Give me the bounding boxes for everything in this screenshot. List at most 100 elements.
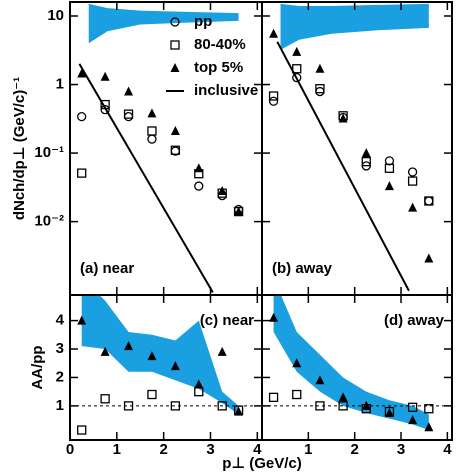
- band: [273, 295, 429, 431]
- legend-label: inclusive: [194, 82, 258, 99]
- point: [147, 351, 157, 361]
- point: [424, 196, 434, 206]
- point: [217, 401, 227, 411]
- y-axis-label: dNch/dp⊥ (GeV/c)⁻¹: [11, 77, 28, 220]
- legend-label: top 5%: [194, 59, 243, 76]
- point: [315, 63, 325, 73]
- x-tick-label: 0: [66, 441, 74, 458]
- point: [384, 181, 394, 191]
- point: [408, 202, 418, 212]
- point: [124, 341, 134, 351]
- point: [77, 168, 87, 178]
- y-tick-label: 2: [56, 368, 64, 385]
- panel-label: (c) near: [200, 312, 254, 329]
- point: [424, 253, 434, 263]
- point: [217, 185, 227, 195]
- point: [147, 126, 157, 136]
- point: [77, 68, 87, 78]
- y-tick-label: 3: [56, 340, 64, 357]
- y-axis-label: AA/pp: [29, 345, 46, 389]
- point: [315, 375, 325, 385]
- point: [123, 401, 134, 411]
- point: [234, 206, 244, 216]
- point: [268, 91, 279, 101]
- point: [424, 422, 434, 432]
- point: [77, 111, 87, 122]
- plot-area: [70, 295, 262, 415]
- point: [170, 361, 180, 371]
- band: [81, 295, 239, 415]
- point: [217, 346, 227, 356]
- y-tick-label: 10: [47, 7, 64, 24]
- point: [384, 407, 394, 417]
- point: [338, 392, 348, 402]
- point: [424, 404, 434, 414]
- point: [407, 402, 418, 412]
- line: [276, 41, 410, 292]
- point: [100, 346, 110, 356]
- point: [315, 86, 325, 97]
- legend-marker: [170, 17, 180, 27]
- point: [77, 315, 87, 325]
- point: [123, 109, 134, 119]
- point: [194, 379, 204, 389]
- x-tick-label: 3: [397, 441, 405, 458]
- panel-label: (a) near: [80, 260, 134, 277]
- point: [315, 84, 325, 94]
- point: [123, 111, 134, 122]
- point: [407, 167, 418, 177]
- point: [338, 113, 348, 123]
- x-tick-label: 2: [159, 441, 167, 458]
- point: [269, 28, 279, 38]
- plot-area: [262, 295, 452, 431]
- point: [408, 415, 418, 425]
- y-tick-label: 1: [56, 76, 64, 93]
- legend-marker: [170, 40, 180, 50]
- point: [234, 406, 244, 416]
- point: [147, 389, 157, 400]
- point: [424, 196, 434, 206]
- x-tick-label: 4: [443, 441, 452, 458]
- point: [147, 134, 157, 144]
- point: [194, 163, 204, 173]
- y-tick-label: 10⁻²: [34, 213, 64, 230]
- panel-frame: [261, 1, 453, 296]
- point: [147, 108, 157, 118]
- point: [407, 176, 418, 186]
- panel-frame: [261, 294, 453, 441]
- legend-label: 80-40%: [194, 36, 246, 53]
- point: [268, 392, 279, 403]
- point: [77, 425, 87, 435]
- band: [280, 3, 429, 50]
- point: [361, 156, 371, 167]
- point: [292, 73, 302, 83]
- legend-marker: [170, 63, 180, 72]
- x-tick-label: 1: [113, 441, 121, 458]
- point: [100, 99, 110, 110]
- point: [338, 401, 348, 411]
- y-tick-label: 4: [56, 312, 65, 329]
- point: [315, 401, 325, 411]
- y-tick-label: 10⁻¹: [34, 144, 64, 161]
- x-tick-label: 1: [304, 441, 312, 458]
- point: [292, 389, 302, 400]
- point: [361, 400, 371, 410]
- y-tick-label: 1: [56, 397, 64, 414]
- x-tick-label: 2: [351, 441, 359, 458]
- point: [170, 145, 181, 155]
- panel-label: (b) away: [272, 260, 333, 277]
- point: [100, 71, 110, 81]
- band: [88, 3, 239, 44]
- point: [268, 96, 279, 106]
- point: [194, 181, 204, 191]
- plot-area: [276, 3, 429, 292]
- point: [100, 394, 110, 404]
- point: [384, 163, 395, 173]
- point: [361, 148, 371, 158]
- point: [170, 401, 181, 411]
- x-axis-label: p⊥ (GeV/c): [222, 455, 302, 472]
- panel-label: (d) away: [384, 312, 445, 329]
- x-tick-label: 4: [253, 441, 262, 458]
- point: [170, 125, 180, 135]
